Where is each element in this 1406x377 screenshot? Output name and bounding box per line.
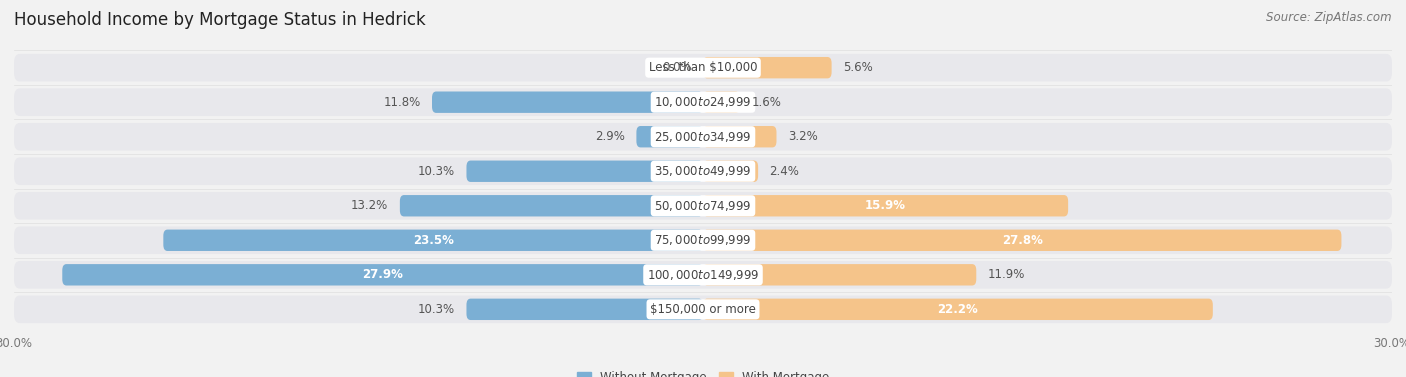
- FancyBboxPatch shape: [14, 192, 1392, 219]
- FancyBboxPatch shape: [703, 126, 776, 147]
- Text: Household Income by Mortgage Status in Hedrick: Household Income by Mortgage Status in H…: [14, 11, 426, 29]
- FancyBboxPatch shape: [703, 264, 976, 285]
- FancyBboxPatch shape: [14, 227, 1392, 254]
- Text: 13.2%: 13.2%: [352, 199, 388, 212]
- Text: 2.9%: 2.9%: [595, 130, 624, 143]
- FancyBboxPatch shape: [703, 92, 740, 113]
- Text: 27.8%: 27.8%: [1001, 234, 1043, 247]
- Text: 5.6%: 5.6%: [844, 61, 873, 74]
- Text: 2.4%: 2.4%: [769, 165, 800, 178]
- FancyBboxPatch shape: [703, 195, 1069, 216]
- Text: 1.6%: 1.6%: [751, 96, 782, 109]
- FancyBboxPatch shape: [399, 195, 703, 216]
- FancyBboxPatch shape: [703, 230, 1341, 251]
- Text: $25,000 to $34,999: $25,000 to $34,999: [654, 130, 752, 144]
- Text: 15.9%: 15.9%: [865, 199, 905, 212]
- Text: 3.2%: 3.2%: [787, 130, 818, 143]
- Text: 11.8%: 11.8%: [384, 96, 420, 109]
- FancyBboxPatch shape: [14, 158, 1392, 185]
- Text: 0.0%: 0.0%: [662, 61, 692, 74]
- FancyBboxPatch shape: [14, 88, 1392, 116]
- FancyBboxPatch shape: [14, 261, 1392, 289]
- Text: 22.2%: 22.2%: [938, 303, 979, 316]
- FancyBboxPatch shape: [14, 296, 1392, 323]
- Text: 11.9%: 11.9%: [988, 268, 1025, 281]
- Text: Less than $10,000: Less than $10,000: [648, 61, 758, 74]
- Text: $100,000 to $149,999: $100,000 to $149,999: [647, 268, 759, 282]
- FancyBboxPatch shape: [432, 92, 703, 113]
- FancyBboxPatch shape: [14, 123, 1392, 150]
- Text: Source: ZipAtlas.com: Source: ZipAtlas.com: [1267, 11, 1392, 24]
- Text: 10.3%: 10.3%: [418, 165, 456, 178]
- FancyBboxPatch shape: [703, 299, 1213, 320]
- Text: 23.5%: 23.5%: [413, 234, 454, 247]
- Text: $35,000 to $49,999: $35,000 to $49,999: [654, 164, 752, 178]
- Text: $50,000 to $74,999: $50,000 to $74,999: [654, 199, 752, 213]
- Text: $10,000 to $24,999: $10,000 to $24,999: [654, 95, 752, 109]
- FancyBboxPatch shape: [62, 264, 703, 285]
- Text: $150,000 or more: $150,000 or more: [650, 303, 756, 316]
- FancyBboxPatch shape: [703, 161, 758, 182]
- FancyBboxPatch shape: [163, 230, 703, 251]
- Text: 10.3%: 10.3%: [418, 303, 456, 316]
- FancyBboxPatch shape: [703, 57, 831, 78]
- FancyBboxPatch shape: [14, 54, 1392, 81]
- Text: 27.9%: 27.9%: [363, 268, 404, 281]
- Text: $75,000 to $99,999: $75,000 to $99,999: [654, 233, 752, 247]
- FancyBboxPatch shape: [467, 161, 703, 182]
- FancyBboxPatch shape: [467, 299, 703, 320]
- Legend: Without Mortgage, With Mortgage: Without Mortgage, With Mortgage: [572, 366, 834, 377]
- FancyBboxPatch shape: [637, 126, 703, 147]
